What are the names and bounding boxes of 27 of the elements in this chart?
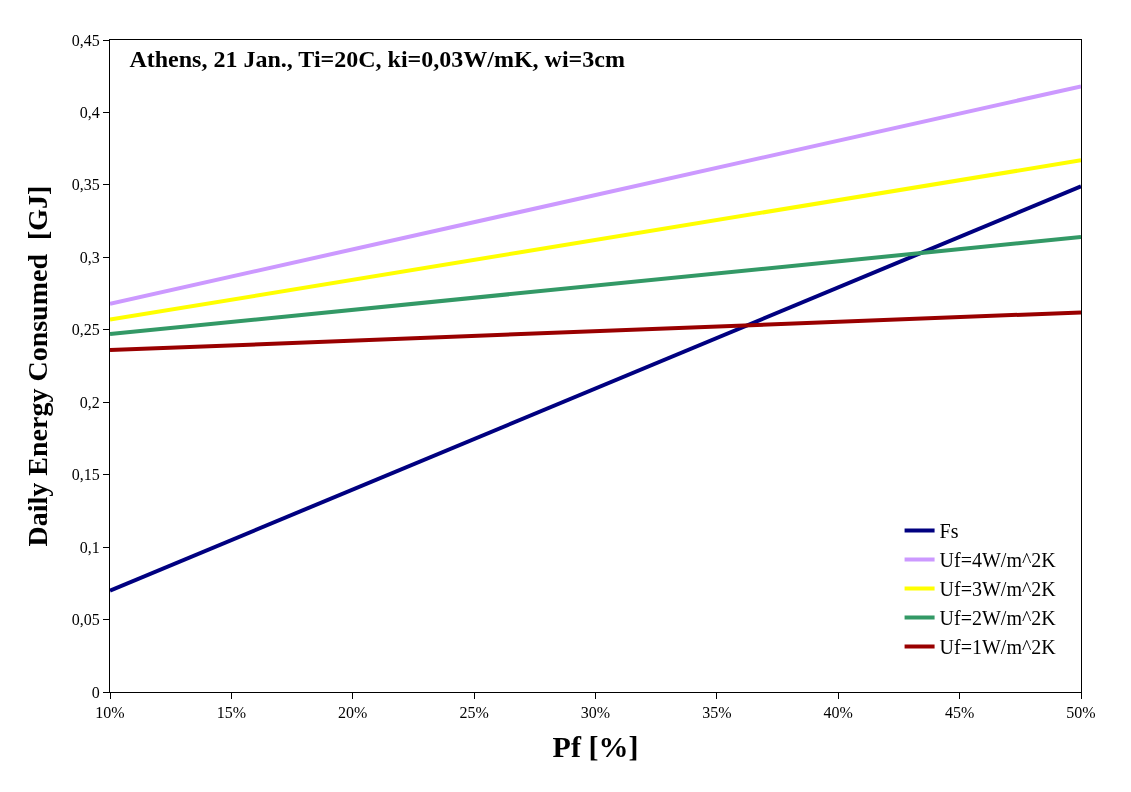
x-tick-label: 15% xyxy=(216,704,247,722)
x-tick-label: 25% xyxy=(459,704,489,722)
x-tick-label: 20% xyxy=(338,704,368,722)
y-tick-label: 0,45 xyxy=(71,31,100,49)
y-tick-label: 0,35 xyxy=(71,176,100,194)
y-tick-label: 0,3 xyxy=(79,248,100,266)
legend-label: Uf=4W/m^2K xyxy=(939,549,1057,572)
y-tick-label: 0,25 xyxy=(71,321,100,339)
x-tick-label: 10% xyxy=(95,704,125,722)
y-tick-label: 0 xyxy=(91,683,100,701)
x-tick-label: 50% xyxy=(1066,704,1096,722)
legend-label: Uf=1W/m^2K xyxy=(939,636,1057,659)
x-tick-label: 30% xyxy=(580,704,611,722)
y-tick-label: 0,05 xyxy=(71,611,100,629)
legend-label: Fs xyxy=(939,520,959,543)
y-axis-title: Daily Energy Consumed [GJ] xyxy=(22,185,54,547)
y-tick-label: 0,1 xyxy=(79,538,100,556)
x-tick-label: 45% xyxy=(944,704,975,722)
y-tick-label: 0,2 xyxy=(79,393,100,411)
legend-label: Uf=2W/m^2K xyxy=(939,607,1057,630)
y-tick-label: 0,4 xyxy=(79,104,100,122)
x-tick-label: 40% xyxy=(823,704,853,722)
x-axis-title: Pf [%] xyxy=(552,729,639,763)
x-tick-label: 35% xyxy=(702,704,732,722)
legend-label: Uf=3W/m^2K xyxy=(939,578,1057,601)
y-tick-label: 0,15 xyxy=(71,466,100,484)
chart-title: Athens, 21 Jan., Ti=20C, ki=0,03W/mK, wi=3cm xyxy=(129,45,625,72)
